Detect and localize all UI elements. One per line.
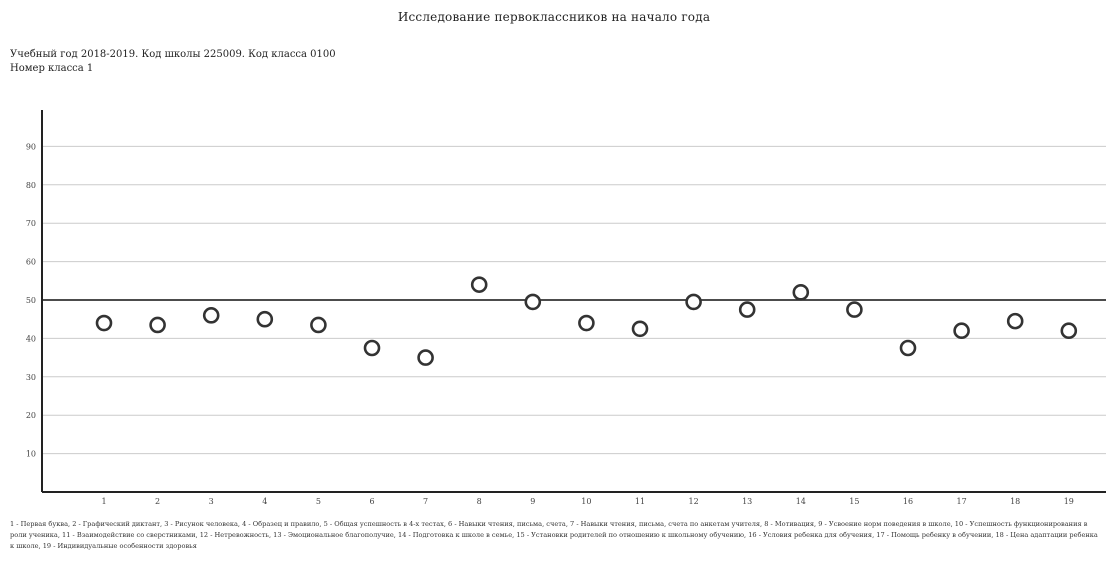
data-point (202, 307, 220, 324)
data-point (95, 314, 113, 332)
y-tick-label: 20 (26, 411, 36, 420)
grid-lines (42, 145, 1106, 455)
x-tick-label: 3 (209, 497, 214, 506)
x-tick-label: 13 (742, 497, 752, 506)
x-tick-label: 4 (262, 497, 267, 506)
y-tick-label: 90 (26, 142, 36, 151)
x-tick-label: 8 (477, 497, 482, 506)
x-tick-label: 7 (423, 497, 428, 506)
data-point (738, 301, 756, 318)
data-point (470, 276, 488, 293)
y-tick-labels: 10 20 30 40 50 60 70 80 90 (26, 142, 36, 458)
x-tick-label: 10 (581, 497, 591, 506)
data-point (310, 316, 327, 334)
data-point (578, 314, 595, 332)
x-tick-label: 6 (369, 497, 374, 506)
x-tick-label: 19 (1064, 497, 1074, 506)
y-tick-label: 40 (26, 334, 36, 343)
axes (41, 110, 1106, 493)
x-tick-label: 9 (530, 497, 535, 506)
data-points (95, 276, 1078, 366)
x-tick-label: 2 (155, 497, 160, 506)
y-tick-label: 50 (26, 296, 36, 305)
data-point (899, 339, 917, 357)
report-meta-line-1: Учебный год 2018-2019. Код школы 225009.… (10, 49, 336, 60)
report-meta-line-2: Номер класса 1 (10, 63, 94, 74)
data-point (363, 339, 381, 357)
x-tick-labels: 1 2 3 4 5 6 7 8 9 10 11 12 13 14 15 16 17 18 19 (101, 497, 1073, 506)
data-point (953, 322, 970, 340)
x-tick-label: 16 (903, 497, 913, 506)
y-tick-label: 10 (26, 450, 36, 459)
x-tick-label: 15 (849, 497, 859, 506)
x-tick-label: 14 (796, 497, 806, 506)
x-tick-label: 12 (689, 497, 699, 506)
x-tick-label: 11 (635, 497, 645, 506)
y-tick-label: 60 (26, 258, 36, 267)
data-point (792, 284, 810, 301)
data-point (524, 293, 542, 311)
data-point (149, 316, 166, 334)
x-tick-label: 17 (957, 497, 967, 506)
data-point (1006, 312, 1024, 330)
x-tick-label: 1 (101, 497, 106, 506)
data-point (417, 349, 434, 366)
y-tick-label: 80 (26, 181, 36, 190)
chart-title: Исследование первоклассников на начало г… (397, 10, 711, 24)
legend-footnote: 1 - Первая буква, 2 - Графический диктан… (10, 520, 1098, 550)
data-point (1060, 322, 1078, 340)
report-meta: Учебный год 2018-2019. Код школы 225009.… (10, 48, 336, 76)
x-tick-label: 18 (1010, 497, 1020, 506)
data-point (685, 293, 702, 311)
data-point (846, 301, 863, 318)
data-point (256, 310, 274, 328)
x-tick-label: 5 (316, 497, 321, 506)
y-tick-label: 70 (26, 219, 36, 228)
y-tick-label: 30 (26, 373, 36, 382)
data-point (631, 320, 649, 338)
